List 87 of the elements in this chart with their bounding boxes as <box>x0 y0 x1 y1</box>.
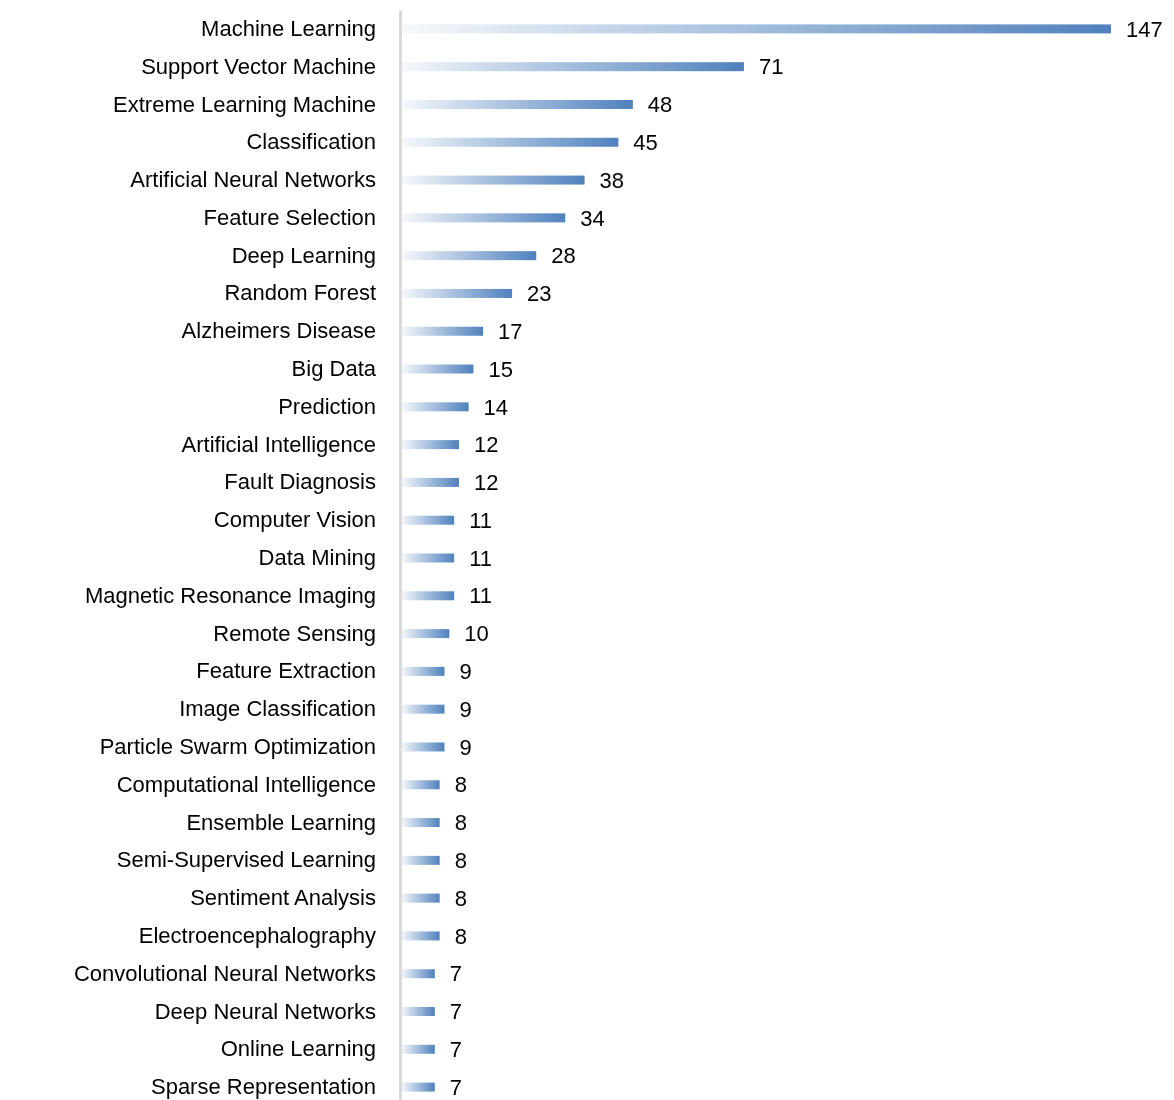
bar <box>401 969 435 979</box>
y-tick-label: Data Mining <box>258 545 376 571</box>
y-tick-label: Semi-Supervised Learning <box>116 847 376 873</box>
y-tick-label: Particle Swarm Optimization <box>99 734 376 760</box>
bar <box>401 704 445 714</box>
y-tick-label: Classification <box>246 129 376 155</box>
y-tick-label: Feature Extraction <box>196 658 376 684</box>
data-label: 9 <box>459 659 472 685</box>
y-tick-label: Alzheimers Disease <box>181 318 376 344</box>
bar <box>401 364 474 374</box>
y-tick-label: Remote Sensing <box>213 620 376 646</box>
data-label: 7 <box>449 1037 463 1063</box>
y-tick-label: Computer Vision <box>213 507 376 533</box>
bar <box>401 477 459 487</box>
y-tick-label: Online Learning <box>220 1036 376 1062</box>
y-tick-label: Convolutional Neural Networks <box>73 960 376 986</box>
y-tick-label: Artificial Intelligence <box>181 431 376 457</box>
data-label: 17 <box>498 318 523 344</box>
bar <box>401 742 445 752</box>
bar <box>401 1044 435 1054</box>
bar <box>401 402 469 412</box>
data-label: 8 <box>454 772 467 798</box>
data-label: 45 <box>633 129 658 155</box>
y-tick-label: Machine Learning <box>201 15 376 41</box>
bar <box>401 137 619 147</box>
bar <box>401 62 744 72</box>
y-tick-label: Feature Selection <box>203 204 376 230</box>
bar <box>401 24 1111 34</box>
data-label: 7 <box>449 999 463 1025</box>
y-tick-label: Big Data <box>291 356 377 382</box>
data-label: 23 <box>527 281 552 307</box>
data-label: 34 <box>580 205 605 231</box>
bar <box>401 591 455 601</box>
y-tick-label: Random Forest <box>224 280 376 306</box>
bar <box>401 893 440 903</box>
data-label: 8 <box>454 885 467 911</box>
bar <box>401 931 440 941</box>
y-tick-label: Electroencephalography <box>138 922 376 948</box>
y-tick-label: Magnetic Resonance Imaging <box>84 582 376 608</box>
y-tick-label: Image Classification <box>179 696 376 722</box>
bar <box>401 780 440 790</box>
data-label: 38 <box>599 167 625 193</box>
bar <box>401 818 440 828</box>
bar <box>401 629 450 639</box>
data-label: 28 <box>551 243 576 269</box>
data-label: 71 <box>758 54 784 80</box>
y-tick-label: Sparse Representation <box>150 1074 376 1100</box>
y-tick-label: Artificial Neural Networks <box>130 167 376 193</box>
data-label: 8 <box>454 923 467 949</box>
bar <box>401 440 459 450</box>
bar <box>401 855 440 865</box>
bar <box>401 1007 435 1017</box>
data-label: 14 <box>483 394 509 420</box>
y-tick-label: Computational Intelligence <box>116 771 376 797</box>
data-label: 9 <box>459 696 472 722</box>
data-label: 7 <box>449 1074 463 1100</box>
data-label: 11 <box>469 583 492 609</box>
y-tick-label: Ensemble Learning <box>186 809 376 835</box>
bar <box>401 326 484 336</box>
y-tick-label: Deep Neural Networks <box>154 998 376 1024</box>
bar <box>401 515 455 525</box>
bar <box>401 1082 435 1092</box>
data-label: 12 <box>473 432 499 458</box>
data-label: 10 <box>464 621 489 647</box>
data-label: 8 <box>454 810 467 836</box>
data-label: 11 <box>469 507 492 533</box>
data-label: 48 <box>647 92 673 118</box>
data-label: 12 <box>473 470 499 496</box>
y-tick-label: Support Vector Machine <box>141 53 376 79</box>
bar <box>401 288 513 298</box>
y-tick-label: Sentiment Analysis <box>190 885 376 911</box>
data-label: 15 <box>488 356 513 382</box>
y-tick-label: Deep Learning <box>231 242 376 268</box>
data-label: 11 <box>469 545 492 571</box>
bar <box>401 251 537 261</box>
data-label: 9 <box>459 734 472 760</box>
bar <box>401 213 566 223</box>
bar <box>401 99 633 109</box>
bar <box>401 666 445 676</box>
y-tick-label: Fault Diagnosis <box>224 469 376 495</box>
data-label: 7 <box>449 961 463 987</box>
y-tick-label: Extreme Learning Machine <box>113 91 376 117</box>
y-tick-label: Prediction <box>278 393 376 419</box>
data-label: 8 <box>454 848 467 874</box>
bar <box>401 175 585 185</box>
bar <box>401 553 455 563</box>
data-label: 147 <box>1126 16 1163 42</box>
